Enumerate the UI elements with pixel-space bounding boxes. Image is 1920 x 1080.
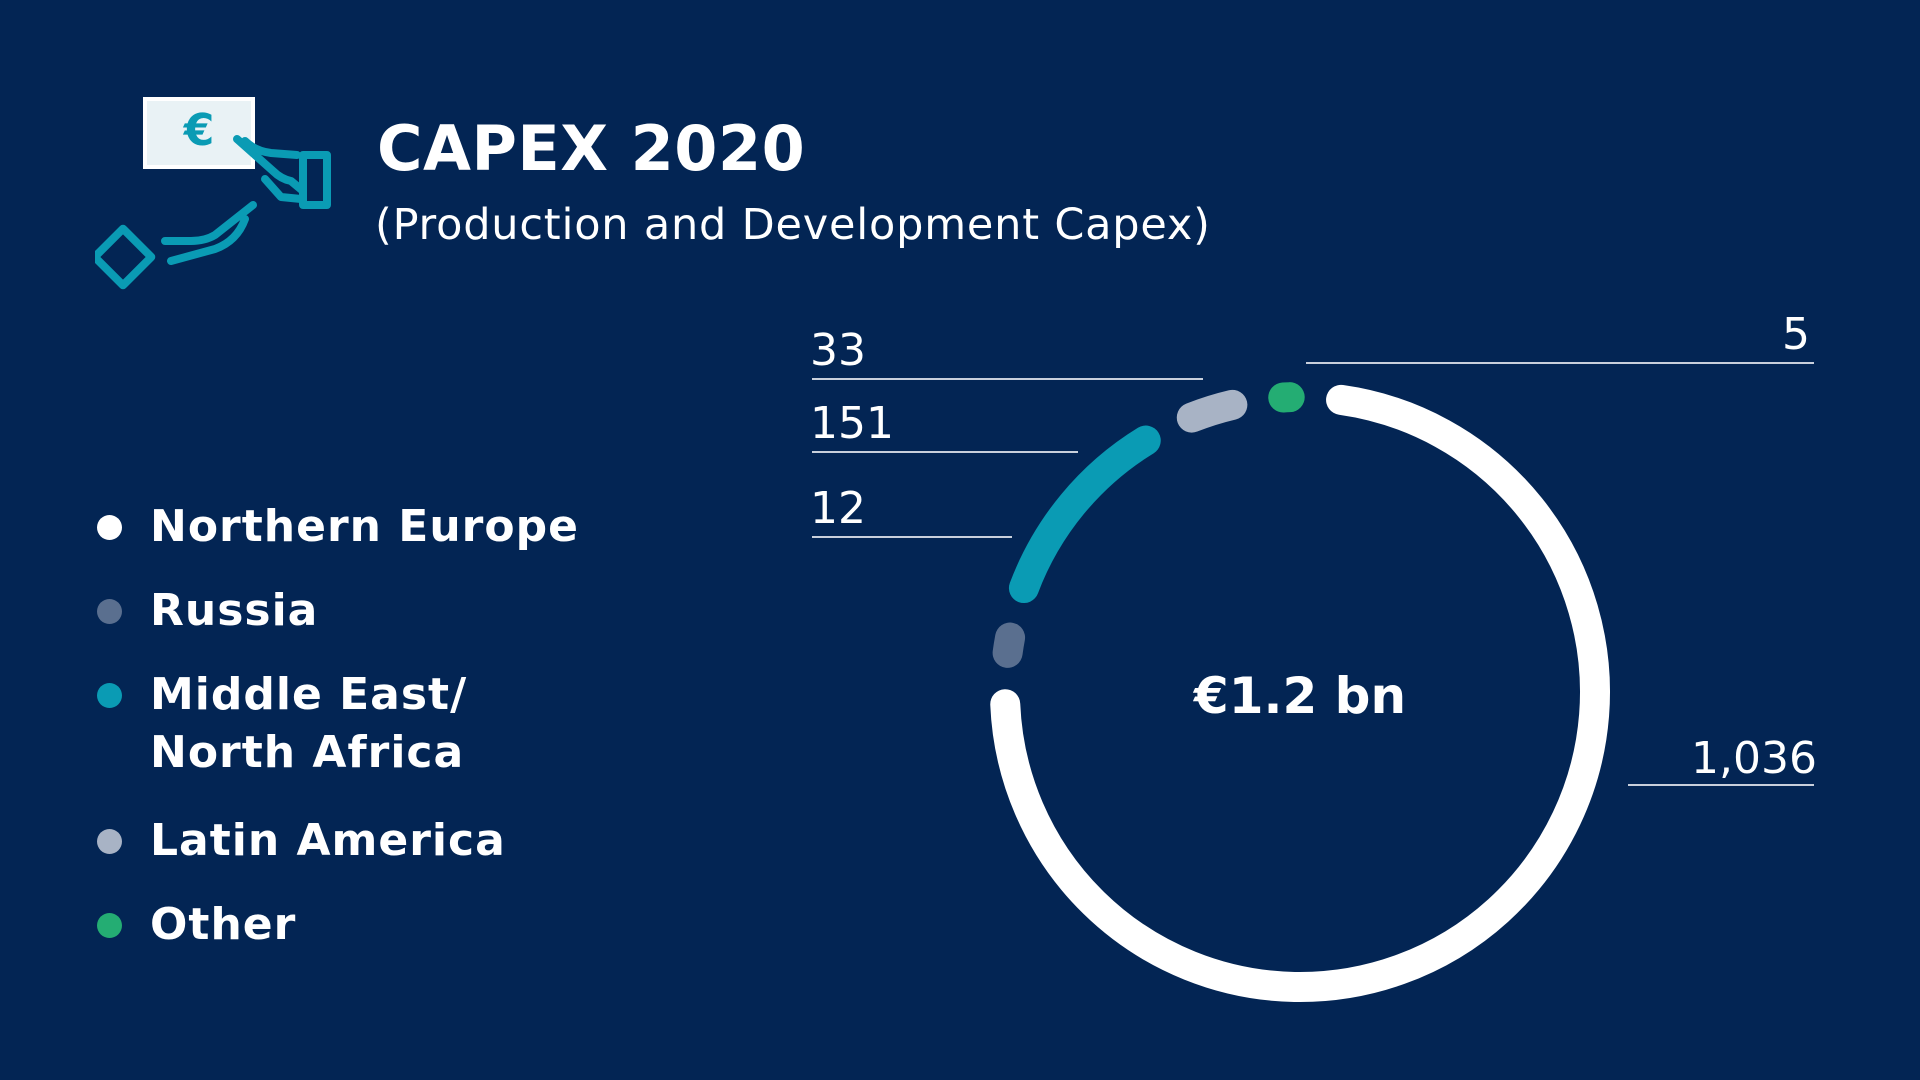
- legend-label: Northern Europe: [150, 501, 579, 552]
- legend-swatch: [97, 515, 122, 540]
- legend-label: Russia: [150, 585, 319, 636]
- legend-item-latin-america: Latin America: [97, 812, 579, 870]
- donut-center-label: €1.2 bn: [1193, 667, 1406, 725]
- page-title: CAPEX 2020: [377, 112, 806, 185]
- legend-swatch: [97, 913, 122, 938]
- legend-item-northern-europe: Northern Europe: [97, 498, 579, 556]
- euro-glyph: €: [183, 105, 215, 156]
- donut-slice-northern-europe: [990, 384, 1610, 1002]
- legend-label: Other: [150, 899, 297, 950]
- donut-slice-middle-east-north-africa: [1008, 425, 1161, 604]
- donut-slice-latin-america: [1176, 389, 1248, 433]
- legend-swatch: [97, 599, 122, 624]
- legend-item-russia: Russia: [97, 582, 579, 640]
- legend-swatch: [97, 683, 122, 708]
- chart-legend: Northern Europe Russia Middle East/ Nort…: [97, 498, 579, 980]
- value-label-latin-america: 33: [810, 325, 866, 376]
- page-subtitle: (Production and Development Capex): [375, 200, 1211, 250]
- hand-giving-euro-note-icon: €: [95, 97, 331, 290]
- value-label-northern-europe: 1,036: [1691, 733, 1817, 784]
- legend-item-other: Other: [97, 896, 579, 954]
- legend-item-middle-east-north-africa: Middle East/ North Africa: [97, 666, 579, 782]
- value-label-middle-east-north-africa: 151: [810, 398, 894, 449]
- legend-swatch: [97, 829, 122, 854]
- value-label-russia: 12: [810, 483, 866, 534]
- value-label-other: 5: [1782, 309, 1810, 360]
- legend-label: Latin America: [150, 815, 506, 866]
- legend-label: Middle East/: [150, 669, 468, 720]
- donut-slice-russia: [992, 622, 1026, 668]
- legend-label-line-2: North Africa: [150, 727, 465, 778]
